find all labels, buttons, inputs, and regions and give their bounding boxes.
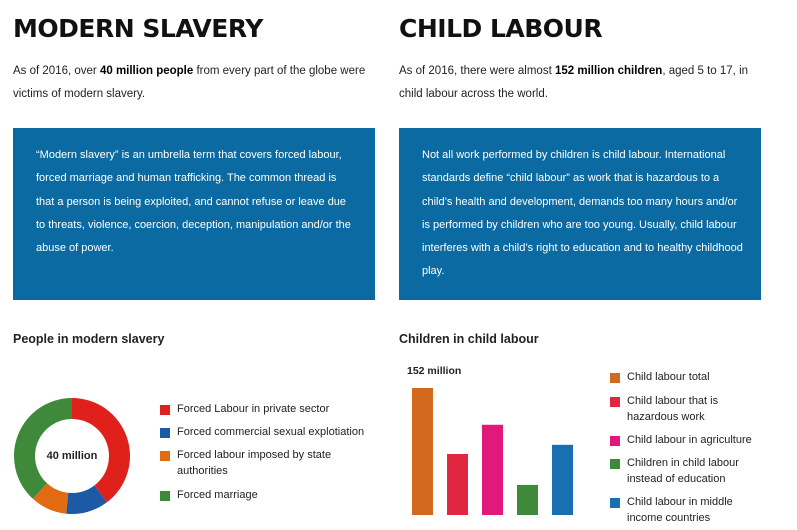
bar-4 xyxy=(517,484,538,515)
bar-1 xyxy=(412,388,433,515)
legend-item-private-sector: Forced Labour in private sector xyxy=(160,402,375,418)
legend-swatch xyxy=(160,428,170,438)
legend-item-instead-of-education: Children in child labour instead of educ… xyxy=(610,456,770,487)
legend-item-forced-marriage: Forced marriage xyxy=(160,488,375,504)
legend-swatch xyxy=(610,498,620,508)
bar-2 xyxy=(447,454,468,515)
child-labour-highlight: 152 million children xyxy=(554,65,663,77)
legend-item-hazardous: Child labour that is hazardous work xyxy=(610,394,770,425)
donut-svg xyxy=(13,398,130,514)
modern-slavery-highlight: 40 million people xyxy=(99,65,194,77)
donut-slice-4 xyxy=(13,398,72,499)
modern-slavery-donut-chart: 40 million xyxy=(13,397,131,515)
child-labour-bar-chart: 152 million xyxy=(399,362,579,518)
legend-label: Forced marriage xyxy=(177,489,258,501)
legend-label: Forced commercial sexual explotiation xyxy=(177,426,365,438)
donut-slice-2 xyxy=(66,485,107,514)
donut-center-label: 40 million xyxy=(46,450,98,462)
legend-item-agriculture: Child labour in agriculture xyxy=(610,433,770,449)
legend-swatch xyxy=(610,459,620,469)
legend-swatch xyxy=(610,373,620,383)
bar-data-label: 152 million xyxy=(407,365,461,377)
bar-svg: 152 million xyxy=(407,365,573,515)
modern-slavery-intro: As of 2016, over 40 million people from … xyxy=(13,65,366,100)
legend-item-state-imposed: Forced labour imposed by state authoriti… xyxy=(160,448,375,479)
modern-slavery-chart-title: People in modern slavery xyxy=(13,332,165,346)
legend-swatch xyxy=(160,405,170,415)
child-labour-intro: As of 2016, there were almost 152 millio… xyxy=(399,65,749,100)
child-labour-definition-text: Not all work performed by children is ch… xyxy=(422,149,743,278)
legend-swatch xyxy=(610,397,620,407)
legend-item-total: Child labour total xyxy=(610,370,770,386)
legend-item-middle-income: Child labour in middle income countries xyxy=(610,495,770,526)
legend-swatch xyxy=(160,451,170,461)
modern-slavery-definition-box: “Modern slavery” is an umbrella term tha… xyxy=(13,128,375,300)
legend-item-sexual-exploitation: Forced commercial sexual explotiation xyxy=(160,425,375,441)
modern-slavery-definition-text: “Modern slavery” is an umbrella term tha… xyxy=(36,149,351,255)
legend-label: Children in child labour instead of educ… xyxy=(627,457,739,485)
legend-label: Child labour in middle income countries xyxy=(627,496,733,524)
bar-5 xyxy=(552,444,573,515)
legend-label: Forced Labour in private sector xyxy=(177,403,330,415)
donut-slice-1 xyxy=(72,398,130,503)
child-labour-heading: CHILD LABOUR xyxy=(399,14,603,43)
donut-slice-3 xyxy=(32,483,69,514)
legend-label: Child labour that is hazardous work xyxy=(627,395,719,423)
legend-label: Forced labour imposed by state authoriti… xyxy=(177,449,332,477)
legend-swatch xyxy=(160,491,170,501)
legend-swatch xyxy=(610,436,620,446)
bar-3 xyxy=(482,424,503,515)
legend-label: Child labour in agriculture xyxy=(627,434,752,446)
modern-slavery-heading: MODERN SLAVERY xyxy=(13,14,263,43)
child-labour-chart-title: Children in child labour xyxy=(399,332,539,346)
child-labour-definition-box: Not all work performed by children is ch… xyxy=(399,128,761,300)
legend-label: Child labour total xyxy=(627,371,710,383)
